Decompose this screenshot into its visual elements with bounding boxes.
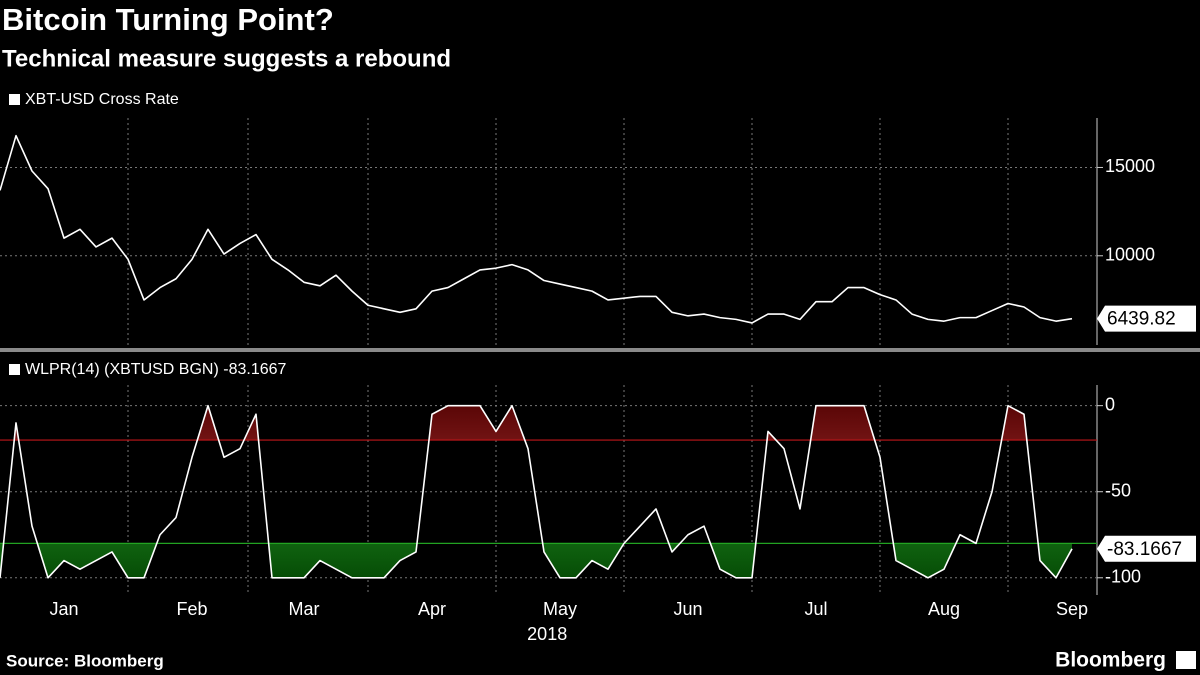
x-tick-label: Mar [289,599,320,619]
x-tick-label: May [543,599,577,619]
series-line [0,134,1073,324]
series-line [0,404,1073,579]
x-tick-label: Jan [49,599,78,619]
band-fill [0,405,1072,441]
band-fill [0,543,1072,578]
logo: Bloomberg [1055,649,1166,672]
y-tick-label: 15000 [1105,156,1155,176]
legend-label: XBT-USD Cross Rate [25,91,179,108]
x-tick-label: Aug [928,599,960,619]
last-value-tag [1097,305,1196,332]
last-value-label: 6439.82 [1107,309,1176,330]
x-tick-label: Jun [673,599,702,619]
legend-label: WLPR(14) (XBTUSD BGN) -83.1667 [25,361,287,378]
last-value-label: -83.1667 [1107,539,1182,560]
legend-swatch [9,364,20,375]
y-tick-label: -100 [1105,567,1141,587]
x-tick-label: Sep [1056,599,1088,619]
source: Source: Bloomberg [6,651,164,670]
panel-separator [0,348,1200,352]
x-tick-label: Apr [418,599,446,619]
y-tick-label: 0 [1105,394,1115,414]
logo-icon [1176,651,1196,669]
subtitle: Technical measure suggests a rebound [2,45,451,72]
x-tick-label: Jul [804,599,827,619]
x-tick-label: Feb [176,599,207,619]
y-tick-label: -50 [1105,480,1131,500]
legend-swatch [9,94,20,105]
x-axis-label: 2018 [527,624,567,644]
title: Bitcoin Turning Point? [2,2,334,37]
y-tick-label: 10000 [1105,245,1155,265]
last-value-tag [1097,535,1196,562]
